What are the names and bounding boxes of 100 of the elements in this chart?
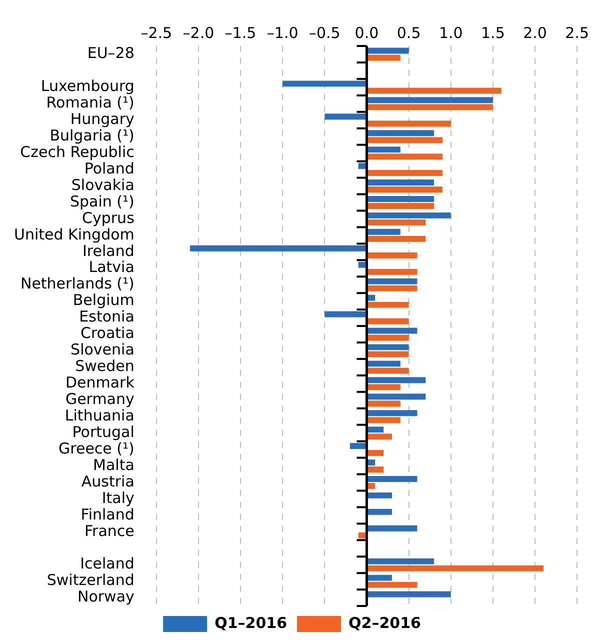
- bar: [324, 114, 366, 120]
- bar: [367, 146, 400, 153]
- x-tick-label: –2.0: [182, 24, 214, 42]
- y-tick-label: Slovenia: [70, 340, 134, 359]
- bar: [367, 558, 434, 564]
- bar: [367, 351, 409, 358]
- bar: [367, 186, 442, 192]
- y-tick-label: Romania (¹): [46, 94, 134, 112]
- bar: [367, 228, 400, 235]
- bar: [367, 278, 418, 284]
- y-tick-label: Denmark: [65, 374, 135, 392]
- bar: [367, 591, 451, 598]
- x-tick-label: 0.5: [396, 24, 421, 42]
- bar: [367, 417, 400, 424]
- y-tick-label: Poland: [84, 159, 134, 178]
- y-tick-label: Spain (¹): [70, 192, 134, 210]
- bar: [367, 574, 392, 581]
- bar: [367, 492, 392, 498]
- bar: [367, 384, 400, 390]
- bar: [367, 410, 418, 416]
- bar: [367, 426, 384, 433]
- y-tick-label: Estonia: [79, 308, 134, 326]
- y-tick-label: Cyprus: [82, 208, 135, 227]
- bar: [367, 97, 493, 104]
- bar: [324, 311, 366, 318]
- bar: [367, 400, 400, 407]
- bar: [282, 80, 366, 87]
- bar: [190, 245, 366, 252]
- x-tick-label: –0.5: [308, 24, 340, 42]
- legend-label: Q1–2016: [214, 614, 287, 632]
- x-tick-label: –2.5: [140, 24, 172, 42]
- x-tick-label: 1.5: [481, 24, 505, 42]
- y-tick-label: Iceland: [80, 554, 134, 573]
- x-tick-label: 2.0: [523, 24, 547, 42]
- x-tick-label: –1.5: [224, 24, 256, 42]
- y-tick-label: Luxembourg: [40, 77, 134, 96]
- bar: [367, 582, 418, 588]
- y-tick-label: Germany: [65, 390, 135, 408]
- bar: [367, 565, 544, 572]
- bar: [367, 180, 434, 186]
- bar: [367, 170, 442, 176]
- y-tick-label: Ireland: [82, 242, 134, 260]
- bar: [367, 54, 400, 61]
- x-tick-label: –1.0: [266, 24, 298, 42]
- bar: [367, 202, 434, 209]
- bar: [367, 236, 426, 242]
- bar: [367, 137, 442, 144]
- bar: [367, 268, 418, 275]
- bar: [367, 466, 384, 472]
- bar: [367, 450, 384, 456]
- y-tick-label: Austria: [81, 472, 134, 490]
- bar: [367, 360, 400, 367]
- y-tick-label: Lithuania: [64, 406, 134, 424]
- bar: [367, 88, 502, 94]
- bar: [367, 212, 451, 218]
- bar: [367, 377, 426, 384]
- bar: [367, 328, 418, 334]
- bar: [367, 302, 409, 308]
- bar: [367, 130, 434, 136]
- y-tick-label: Czech Republic: [20, 142, 134, 161]
- bar: [367, 285, 418, 292]
- bar: [367, 368, 409, 374]
- y-tick-label: Switzerland: [46, 571, 134, 590]
- bar: [367, 434, 392, 440]
- y-tick-label: United Kingdom: [14, 225, 134, 244]
- bar: [367, 120, 451, 127]
- legend-label: Q2–2016: [348, 614, 421, 632]
- y-tick-label: Finland: [80, 505, 134, 524]
- y-tick-label: Portugal: [72, 422, 134, 441]
- bar: [367, 48, 409, 54]
- bar: [367, 476, 418, 482]
- y-tick-label: Netherlands (¹): [20, 274, 134, 293]
- y-tick-label: Malta: [93, 456, 134, 474]
- y-tick-label: Croatia: [80, 324, 134, 342]
- y-tick-label: Slovakia: [71, 176, 134, 194]
- x-tick-label: 2.5: [565, 24, 589, 42]
- bar: [367, 252, 418, 258]
- y-tick-label: Latvia: [88, 258, 134, 276]
- bar: [367, 104, 493, 110]
- bar: [367, 334, 409, 341]
- y-tick-label: Norway: [77, 588, 135, 606]
- y-tick-label: France: [84, 522, 134, 540]
- y-tick-label: Hungary: [70, 110, 135, 128]
- y-tick-label: Belgium: [72, 291, 134, 310]
- bar: [367, 525, 418, 532]
- bar: [367, 219, 426, 226]
- y-tick-label: EU–28: [87, 44, 134, 62]
- y-tick-label: Sweden: [75, 357, 134, 376]
- x-tick-label: 1.0: [438, 24, 463, 42]
- y-tick-label: Greece (¹): [58, 439, 134, 458]
- y-tick-label: Bulgaria (¹): [50, 126, 134, 144]
- x-tick-label: 0.0: [354, 24, 379, 42]
- bar: [367, 344, 409, 350]
- bar: [367, 318, 409, 324]
- y-tick-label: Italy: [102, 488, 135, 507]
- bar: [367, 394, 426, 400]
- bar: [367, 196, 434, 202]
- bar: [367, 154, 442, 160]
- bar: [367, 508, 392, 515]
- bar: [350, 443, 366, 450]
